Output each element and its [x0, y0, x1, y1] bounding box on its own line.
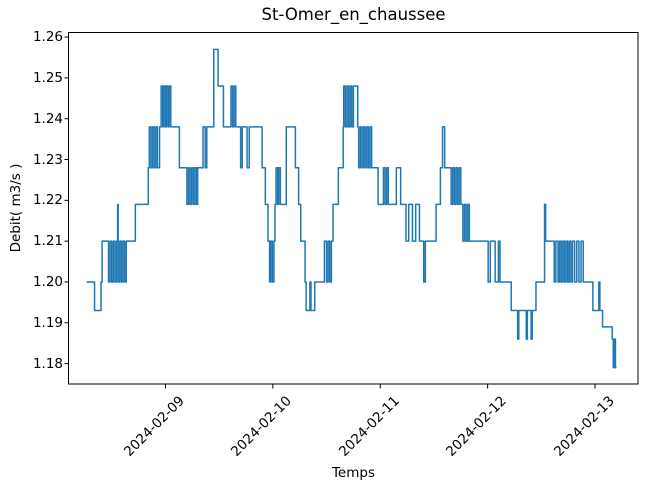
y-tick-label: 1.18	[32, 355, 63, 372]
y-tick-label: 1.26	[32, 29, 63, 46]
debit-line	[86, 48, 617, 369]
y-tick-label: 1.22	[32, 192, 63, 209]
y-tick-label: 1.19	[32, 314, 63, 331]
y-tick-label: 1.25	[32, 69, 63, 86]
x-tick-marks	[164, 384, 596, 389]
y-tick-label: 1.23	[32, 151, 63, 168]
x-axis-label: Temps	[331, 465, 375, 481]
y-tick-marks	[64, 36, 69, 365]
y-tick-label: 1.21	[32, 233, 63, 250]
axes-spines	[68, 32, 639, 385]
y-tick-label: 1.20	[32, 273, 63, 290]
chart-title: St-Omer_en_chaussee	[261, 5, 446, 24]
y-tick-label: 1.24	[32, 110, 63, 127]
